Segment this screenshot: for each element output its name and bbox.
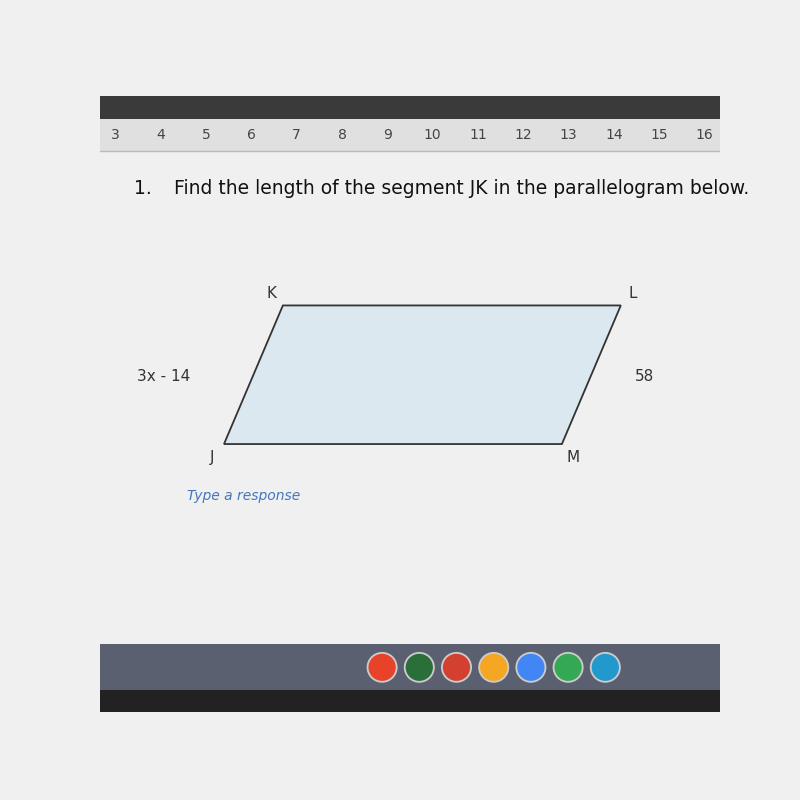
Text: 3: 3	[111, 129, 120, 142]
Text: Find the length of the segment JK in the parallelogram below.: Find the length of the segment JK in the…	[174, 179, 750, 198]
Text: M: M	[566, 450, 579, 465]
Text: L: L	[628, 286, 637, 301]
Text: 12: 12	[514, 129, 532, 142]
Text: 4: 4	[157, 129, 165, 142]
Text: Type a response: Type a response	[187, 490, 300, 503]
Bar	[100, 96, 720, 119]
Text: K: K	[266, 286, 277, 301]
Bar	[100, 119, 720, 151]
Circle shape	[478, 652, 510, 682]
Circle shape	[480, 654, 507, 681]
Text: 3x - 14: 3x - 14	[137, 369, 190, 384]
Text: 16: 16	[696, 129, 714, 142]
Circle shape	[553, 652, 584, 682]
Circle shape	[404, 652, 435, 682]
Text: 13: 13	[560, 129, 578, 142]
Text: 10: 10	[424, 129, 442, 142]
Text: 9: 9	[383, 129, 392, 142]
Circle shape	[592, 654, 619, 681]
Text: 11: 11	[469, 129, 487, 142]
Circle shape	[590, 652, 621, 682]
Text: J: J	[210, 450, 214, 465]
Bar	[100, 644, 720, 690]
Circle shape	[518, 654, 545, 681]
Circle shape	[554, 654, 582, 681]
Circle shape	[441, 652, 472, 682]
Text: 8: 8	[338, 129, 346, 142]
Bar	[100, 690, 720, 712]
Text: 5: 5	[202, 129, 210, 142]
Text: 7: 7	[292, 129, 301, 142]
Polygon shape	[224, 306, 621, 444]
Text: 1.: 1.	[134, 179, 152, 198]
Circle shape	[366, 652, 398, 682]
Circle shape	[443, 654, 470, 681]
Text: 15: 15	[650, 129, 668, 142]
Circle shape	[406, 654, 433, 681]
Text: 6: 6	[247, 129, 256, 142]
Circle shape	[369, 654, 396, 681]
Text: 14: 14	[605, 129, 622, 142]
Text: 58: 58	[634, 369, 654, 384]
Circle shape	[515, 652, 546, 682]
